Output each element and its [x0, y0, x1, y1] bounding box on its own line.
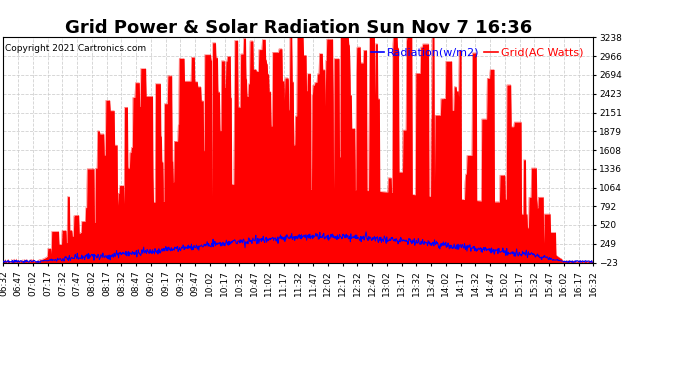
Title: Grid Power & Solar Radiation Sun Nov 7 16:36: Grid Power & Solar Radiation Sun Nov 7 1… — [65, 20, 532, 38]
Legend: Radiation(w/m2), Grid(AC Watts): Radiation(w/m2), Grid(AC Watts) — [366, 43, 588, 62]
Text: Copyright 2021 Cartronics.com: Copyright 2021 Cartronics.com — [5, 44, 146, 53]
